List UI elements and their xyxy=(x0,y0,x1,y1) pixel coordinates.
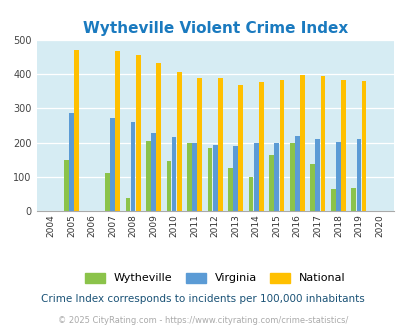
Bar xyxy=(258,82,263,211)
Bar xyxy=(151,133,156,211)
Bar xyxy=(315,139,320,211)
Bar xyxy=(269,155,273,211)
Legend: Wytheville, Virginia, National: Wytheville, Virginia, National xyxy=(80,268,349,288)
Bar xyxy=(228,168,232,211)
Bar xyxy=(217,79,222,211)
Bar xyxy=(233,146,237,211)
Bar xyxy=(335,142,340,211)
Bar xyxy=(309,164,314,211)
Bar xyxy=(197,79,202,211)
Text: Crime Index corresponds to incidents per 100,000 inhabitants: Crime Index corresponds to incidents per… xyxy=(41,294,364,304)
Bar xyxy=(69,114,74,211)
Bar xyxy=(330,189,335,211)
Bar xyxy=(212,145,217,211)
Bar xyxy=(238,85,243,211)
Bar xyxy=(299,75,304,211)
Bar xyxy=(274,143,279,211)
Bar xyxy=(105,173,109,211)
Bar xyxy=(171,137,176,211)
Bar xyxy=(253,143,258,211)
Bar xyxy=(294,136,299,211)
Bar xyxy=(279,80,283,211)
Title: Wytheville Violent Crime Index: Wytheville Violent Crime Index xyxy=(82,21,347,36)
Bar xyxy=(192,143,196,211)
Bar xyxy=(356,139,360,211)
Bar xyxy=(136,55,140,211)
Bar xyxy=(177,72,181,211)
Bar xyxy=(361,81,365,211)
Bar xyxy=(110,118,115,211)
Bar xyxy=(187,143,192,211)
Bar xyxy=(64,160,68,211)
Bar xyxy=(130,122,135,211)
Bar xyxy=(340,81,345,211)
Bar xyxy=(289,143,294,211)
Bar xyxy=(320,76,324,211)
Bar xyxy=(125,198,130,211)
Bar xyxy=(166,161,171,211)
Bar xyxy=(146,141,150,211)
Bar xyxy=(156,63,161,211)
Bar xyxy=(351,188,355,211)
Bar xyxy=(74,50,79,211)
Text: © 2025 CityRating.com - https://www.cityrating.com/crime-statistics/: © 2025 CityRating.com - https://www.city… xyxy=(58,316,347,325)
Bar xyxy=(115,51,120,211)
Bar xyxy=(207,148,212,211)
Bar xyxy=(248,177,253,211)
